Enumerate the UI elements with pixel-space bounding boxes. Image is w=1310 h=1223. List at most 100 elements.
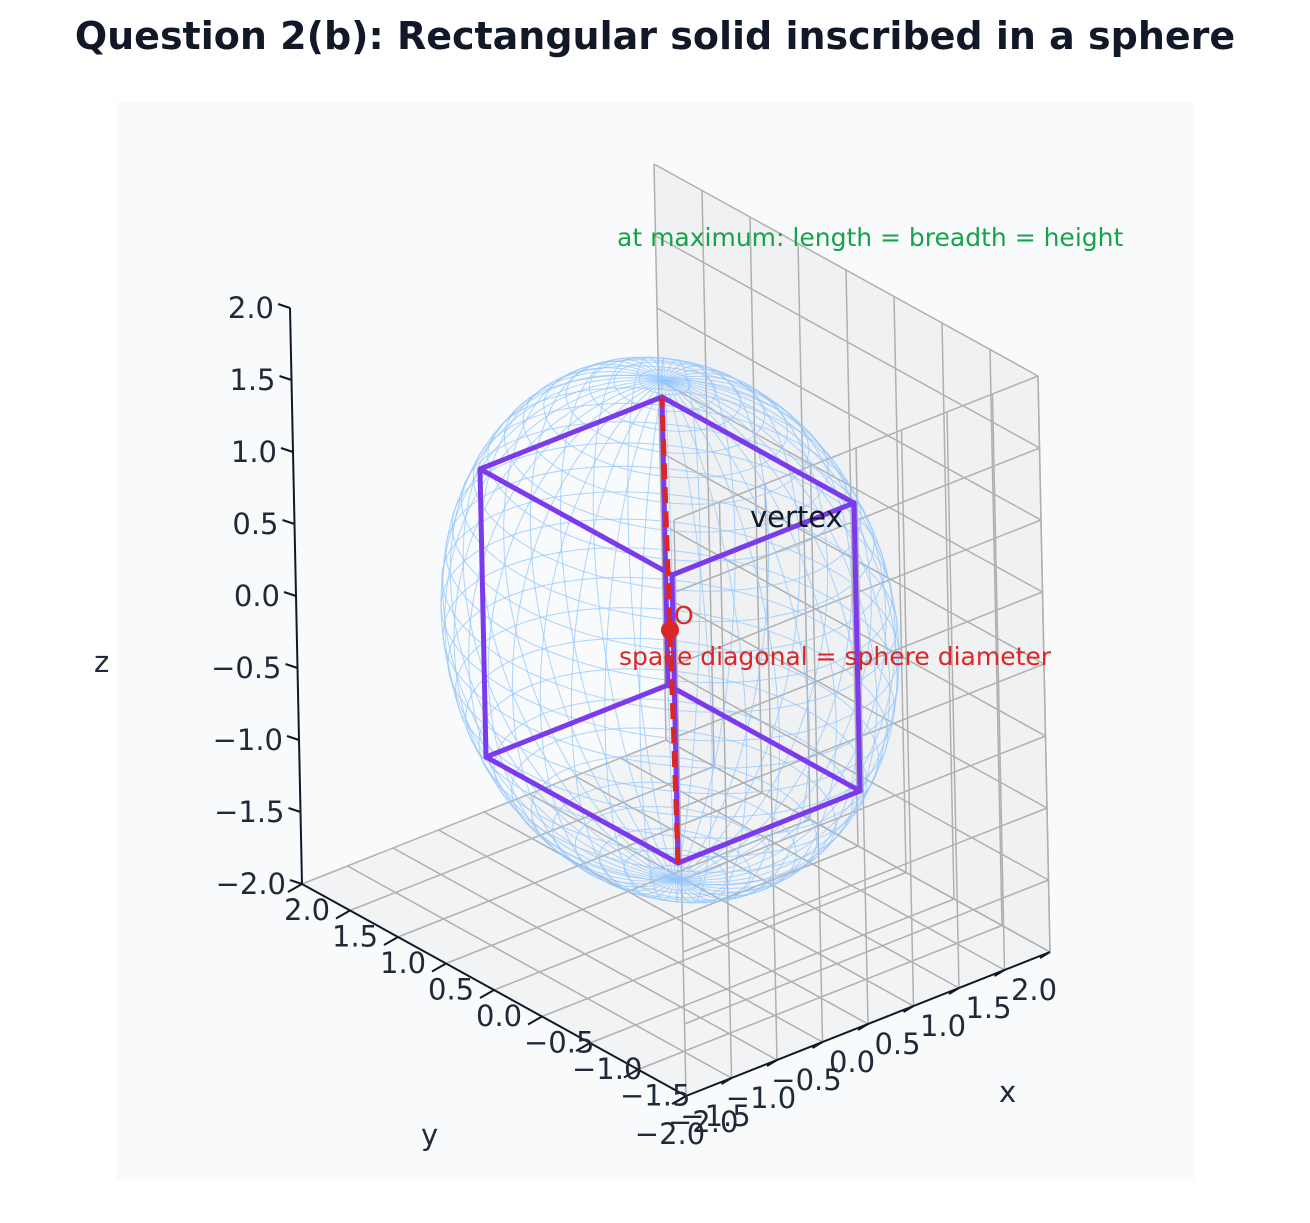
grid-line	[900, 429, 915, 1007]
center-point	[661, 621, 679, 639]
box-edge	[483, 754, 681, 866]
grid-line	[1037, 375, 1051, 953]
chart-title: Question 2(b): Rectangular solid inscrib…	[74, 14, 1236, 58]
z-axis-label: z	[94, 645, 109, 679]
y-tick-label: −1.5	[680, 1099, 750, 1133]
grid-line	[655, 235, 1040, 449]
x-tick-label: −2.0	[668, 1105, 738, 1139]
maximum-annotation: at maximum: length = breadth = height	[617, 223, 1123, 252]
grid-line	[301, 739, 667, 885]
box-edge	[665, 682, 863, 794]
sphere-parallel	[465, 637, 880, 839]
grid-lines	[301, 163, 1051, 1097]
x-tick	[335, 909, 351, 920]
y-tick	[675, 1095, 687, 1103]
y-tick	[766, 1059, 778, 1067]
x-tick-label: 1.5	[332, 920, 378, 954]
space-diagonal	[659, 396, 681, 864]
z-tick-label: 0.5	[232, 507, 278, 541]
sphere-parallel	[648, 864, 702, 891]
x-tick-label: −1.0	[572, 1052, 642, 1086]
y-tick-label: −2.0	[635, 1117, 705, 1151]
z-tick-label: 0.0	[234, 579, 280, 613]
x-tick	[623, 1068, 639, 1079]
grid-line	[675, 447, 1040, 593]
x-tick-label: 1.0	[380, 946, 426, 980]
y-tick	[902, 1005, 915, 1013]
sphere-parallel	[511, 727, 837, 886]
box-edge	[851, 500, 863, 794]
y-tick-label: −0.5	[771, 1063, 841, 1097]
grid-line	[656, 307, 1042, 521]
y-tick	[857, 1023, 869, 1031]
y-tick	[811, 1041, 824, 1049]
grid-line	[991, 393, 1006, 971]
y-tick-label: 2.0	[1011, 973, 1057, 1007]
sphere-parallel	[574, 806, 775, 904]
y-tick	[948, 987, 960, 995]
x-tick-label: 2.0	[284, 893, 330, 927]
space-diagonal-group: O	[659, 396, 694, 864]
z-tick-label: 1.0	[231, 435, 277, 469]
sphere-parallel	[454, 607, 889, 818]
z-tick	[285, 663, 298, 669]
box-edge	[669, 500, 857, 578]
x-tick	[431, 962, 447, 973]
sphere-parallel	[440, 518, 900, 742]
x-tick-label: 0.5	[428, 973, 474, 1007]
z-tick	[286, 735, 300, 741]
box-edge	[675, 788, 863, 866]
y-tick-label: 1.5	[965, 991, 1011, 1025]
grid-line	[529, 793, 914, 1007]
z-tick	[282, 519, 295, 525]
sphere-parallel	[451, 442, 886, 653]
x-tick	[575, 1042, 591, 1052]
x-tick	[479, 989, 495, 999]
sphere-parallel	[460, 421, 875, 623]
x-tick	[287, 883, 303, 893]
y-tick-label: −1.0	[726, 1081, 796, 1115]
grid-line	[676, 519, 1042, 665]
vertex-annotation: vertex	[750, 500, 843, 534]
sphere-parallel	[442, 547, 899, 769]
z-tick-label: −1.5	[214, 795, 284, 829]
sphere-parallel	[552, 781, 797, 901]
z-tick-label: −0.5	[211, 651, 281, 685]
z-tick	[283, 591, 297, 597]
sphere-parallel	[543, 359, 788, 479]
grid-line	[946, 411, 960, 989]
box-edge	[659, 394, 857, 506]
z-tick	[277, 303, 291, 309]
grid-line	[483, 811, 869, 1025]
sphere-parallel	[598, 828, 752, 903]
x-tick-label: −0.5	[524, 1026, 594, 1060]
x-tick	[383, 936, 399, 946]
box-edge	[483, 682, 671, 760]
z-tick-label: 1.5	[229, 363, 275, 397]
sphere-parallel	[441, 491, 898, 713]
y-tick	[993, 969, 1006, 977]
sphere-wireframe	[440, 356, 900, 904]
y-axis-label: y	[421, 1118, 438, 1152]
z-tick	[289, 879, 303, 885]
z-tick-label: −2.0	[216, 867, 286, 901]
diagonal-annotation: space diagonal = sphere diameter	[619, 642, 1052, 671]
y-tick	[1039, 951, 1051, 959]
y-axis-line	[685, 951, 1051, 1097]
box-edge	[477, 394, 665, 472]
grid-line	[797, 243, 811, 820]
z-tick	[280, 447, 294, 453]
y-tick-label: 1.0	[920, 1009, 966, 1043]
x-axis-label: x	[999, 1075, 1016, 1109]
x-tick-label: −1.5	[620, 1079, 690, 1113]
box-edge	[477, 466, 675, 578]
box-edge	[477, 466, 489, 760]
sphere-parallel	[487, 387, 847, 562]
sphere-parallel	[493, 698, 853, 873]
x-tick-label: 0.0	[476, 999, 522, 1033]
z-tick-label: −1.0	[213, 723, 283, 757]
grid-line	[673, 375, 1039, 521]
sphere-parallel	[588, 357, 742, 432]
sphere-parallel	[623, 847, 727, 899]
center-label: O	[674, 601, 694, 630]
